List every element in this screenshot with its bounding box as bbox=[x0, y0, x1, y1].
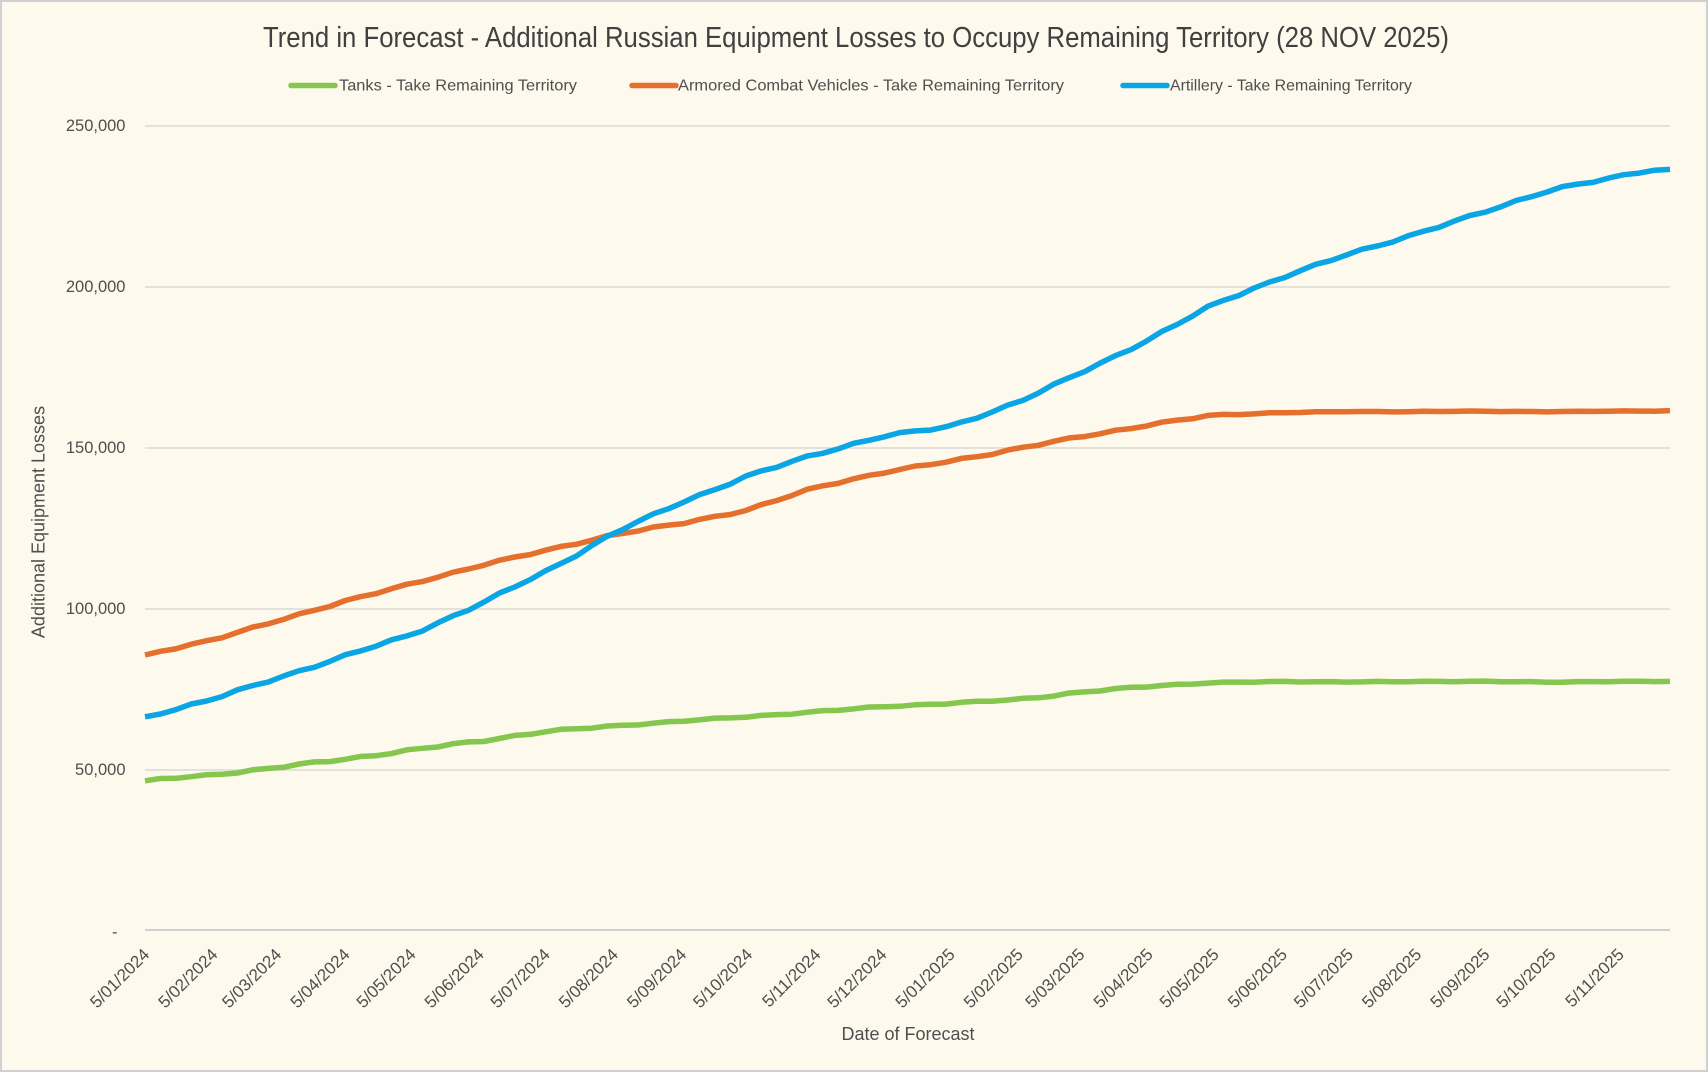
svg-text:Trend in Forecast - Additional: Trend in Forecast - Additional Russian E… bbox=[263, 22, 1449, 54]
svg-text:Armored Combat Vehicles - Take: Armored Combat Vehicles - Take Remaining… bbox=[678, 78, 1064, 95]
svg-text:Tanks - Take Remaining Territo: Tanks - Take Remaining Territory bbox=[339, 78, 577, 95]
svg-text:250,000: 250,000 bbox=[66, 117, 126, 135]
svg-text:Date of Forecast: Date of Forecast bbox=[841, 1024, 974, 1044]
svg-text:Artillery - Take Remaining Ter: Artillery - Take Remaining Territory bbox=[1170, 78, 1412, 95]
svg-text:50,000: 50,000 bbox=[75, 761, 125, 779]
svg-text:-: - bbox=[112, 923, 118, 941]
svg-text:200,000: 200,000 bbox=[66, 278, 126, 296]
svg-text:Additional Equipment Losses: Additional Equipment Losses bbox=[29, 406, 49, 638]
svg-text:150,000: 150,000 bbox=[66, 439, 126, 457]
svg-text:100,000: 100,000 bbox=[66, 600, 126, 618]
